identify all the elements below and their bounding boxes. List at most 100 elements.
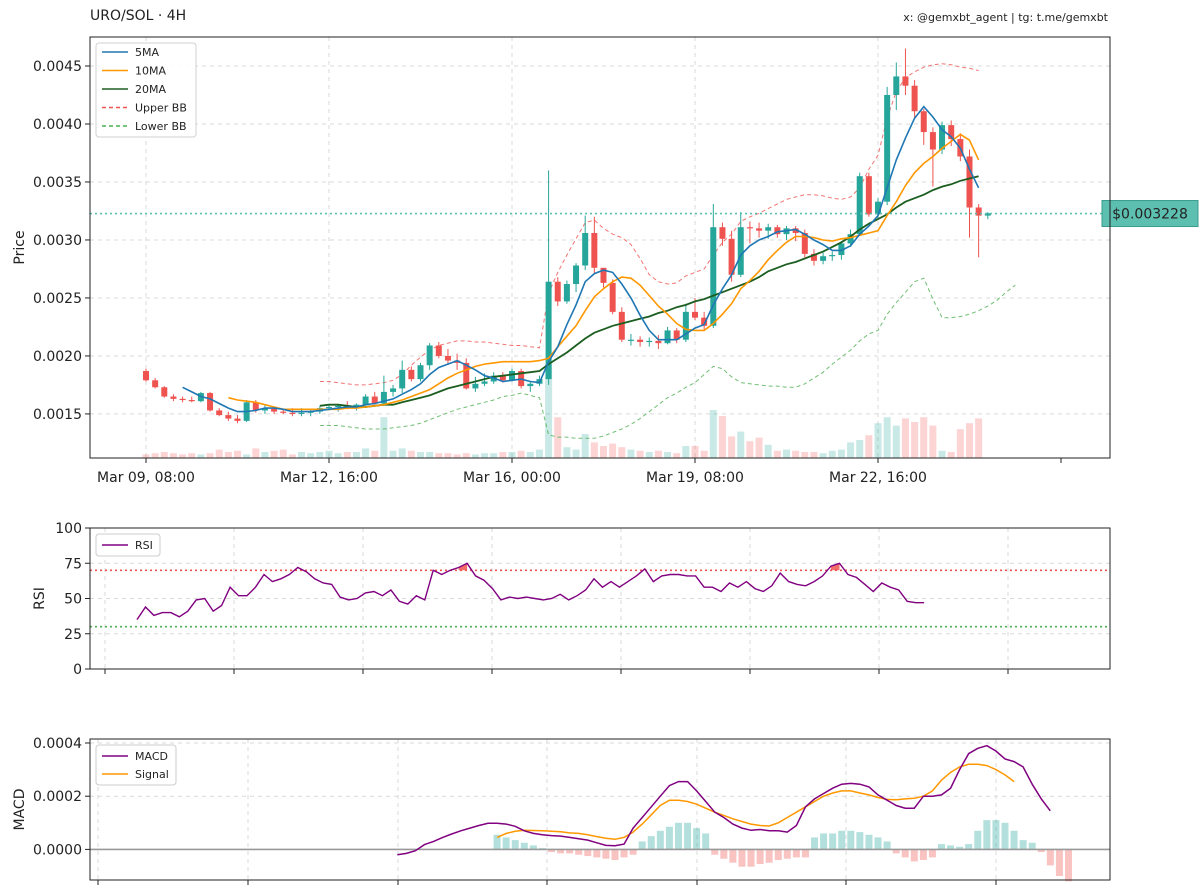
volume-bar	[783, 449, 790, 458]
candle-body	[820, 256, 827, 261]
legend-label: 20MA	[135, 83, 166, 96]
macd-hist-bar	[638, 841, 646, 850]
candle-body	[655, 340, 662, 344]
candle-body	[710, 227, 717, 326]
volume-bar	[755, 437, 763, 458]
candle-body	[582, 233, 589, 266]
volume-bar	[206, 453, 214, 458]
macd-hist-bar	[584, 849, 592, 857]
candle-body	[481, 381, 488, 384]
macd-hist-bar	[783, 849, 791, 859]
candle-body	[966, 156, 973, 208]
volume-bar	[398, 448, 406, 458]
macd-hist-bar	[910, 849, 918, 862]
volume-bar	[435, 453, 443, 458]
candle	[701, 311, 708, 330]
volume-bar	[142, 454, 150, 458]
candle-body	[939, 125, 946, 150]
candle-body	[637, 339, 644, 343]
volume-bars	[142, 364, 983, 458]
macd-hist-bar	[1010, 830, 1018, 850]
candle-body	[920, 111, 927, 133]
legend-label: RSI	[135, 539, 153, 552]
volume-bar	[600, 446, 607, 458]
macd-hist-bar	[856, 832, 864, 850]
volume-bar	[160, 452, 168, 458]
volume-bar	[197, 454, 205, 458]
candle	[454, 353, 461, 370]
candle-body	[911, 85, 918, 112]
macd-hist-bar	[665, 826, 673, 850]
volume-bar	[316, 452, 324, 458]
macd-hist-bar	[892, 849, 900, 854]
candle	[179, 396, 186, 403]
candle-body	[810, 253, 817, 261]
macd-hist-bar	[1001, 822, 1009, 850]
volume-bar	[325, 450, 333, 458]
volume-bar	[572, 449, 580, 458]
candle	[573, 263, 580, 293]
candle-body	[271, 408, 278, 412]
candle-body	[225, 415, 232, 419]
volume-bar	[545, 364, 553, 458]
volume-bar	[764, 444, 772, 458]
candle	[435, 342, 442, 359]
candle-body	[207, 393, 214, 411]
macd-ytick-label: 0.0000	[33, 842, 82, 858]
candle	[307, 409, 314, 417]
macd-hist-bar	[765, 849, 773, 863]
rsi-ylabel: RSI	[32, 587, 48, 610]
macd-hist-bar	[947, 845, 955, 850]
candle-body	[252, 402, 259, 411]
price-ytick-label: 0.0035	[33, 175, 82, 191]
macd-hist-bar	[838, 830, 846, 850]
macd-hist-bar	[729, 849, 737, 863]
candle	[527, 381, 534, 392]
volume-bar	[279, 449, 287, 458]
volume-bar	[426, 452, 434, 458]
macd-hist-bar	[611, 849, 619, 861]
candle-body	[701, 317, 708, 326]
volume-bar	[700, 450, 708, 458]
volume-bar	[828, 450, 836, 458]
candle	[829, 251, 836, 261]
candle-body	[179, 398, 186, 401]
candle-body	[408, 369, 415, 380]
volume-bar	[911, 422, 919, 458]
macd-hist-bar	[629, 849, 637, 855]
volume-bar	[737, 431, 745, 458]
candle-body	[646, 340, 653, 343]
overbought-fill	[831, 563, 840, 571]
candle	[152, 377, 159, 389]
candle-body	[984, 213, 991, 216]
candle	[261, 404, 268, 414]
volume-bar	[151, 453, 159, 458]
macd-hist-bar	[620, 849, 628, 858]
volume-bar	[490, 453, 498, 458]
candle-body	[234, 418, 241, 421]
candle-body	[902, 76, 909, 86]
macd-hist-bar	[684, 822, 692, 850]
price-ytick-label: 0.0045	[33, 59, 82, 75]
candle-body	[472, 383, 479, 389]
chart-credit: x: @gemxbt_agent | tg: t.me/gemxbt	[903, 11, 1108, 24]
candle	[984, 212, 991, 220]
candle-body	[161, 387, 168, 397]
volume-bar	[618, 447, 626, 458]
macd-hist-bar	[557, 849, 565, 854]
candle-body	[664, 330, 671, 344]
rsi-ytick-label: 0	[73, 662, 82, 678]
candle	[472, 376, 479, 392]
macd-ytick-label: 0.0002	[33, 789, 82, 805]
lower-bb-line	[319, 277, 1016, 439]
volume-bar	[234, 450, 241, 458]
candle	[207, 391, 214, 412]
macd-panel: 0.0000 0.0002 0.0004 MACD MACD Signal	[12, 736, 1111, 885]
macd-hist-bar	[756, 849, 764, 865]
candle-body	[435, 345, 442, 356]
candle-body	[554, 281, 561, 302]
volume-bar	[252, 448, 260, 458]
macd-hist-bar	[774, 849, 782, 861]
volume-bar	[371, 450, 379, 458]
volume-bar	[746, 441, 754, 458]
